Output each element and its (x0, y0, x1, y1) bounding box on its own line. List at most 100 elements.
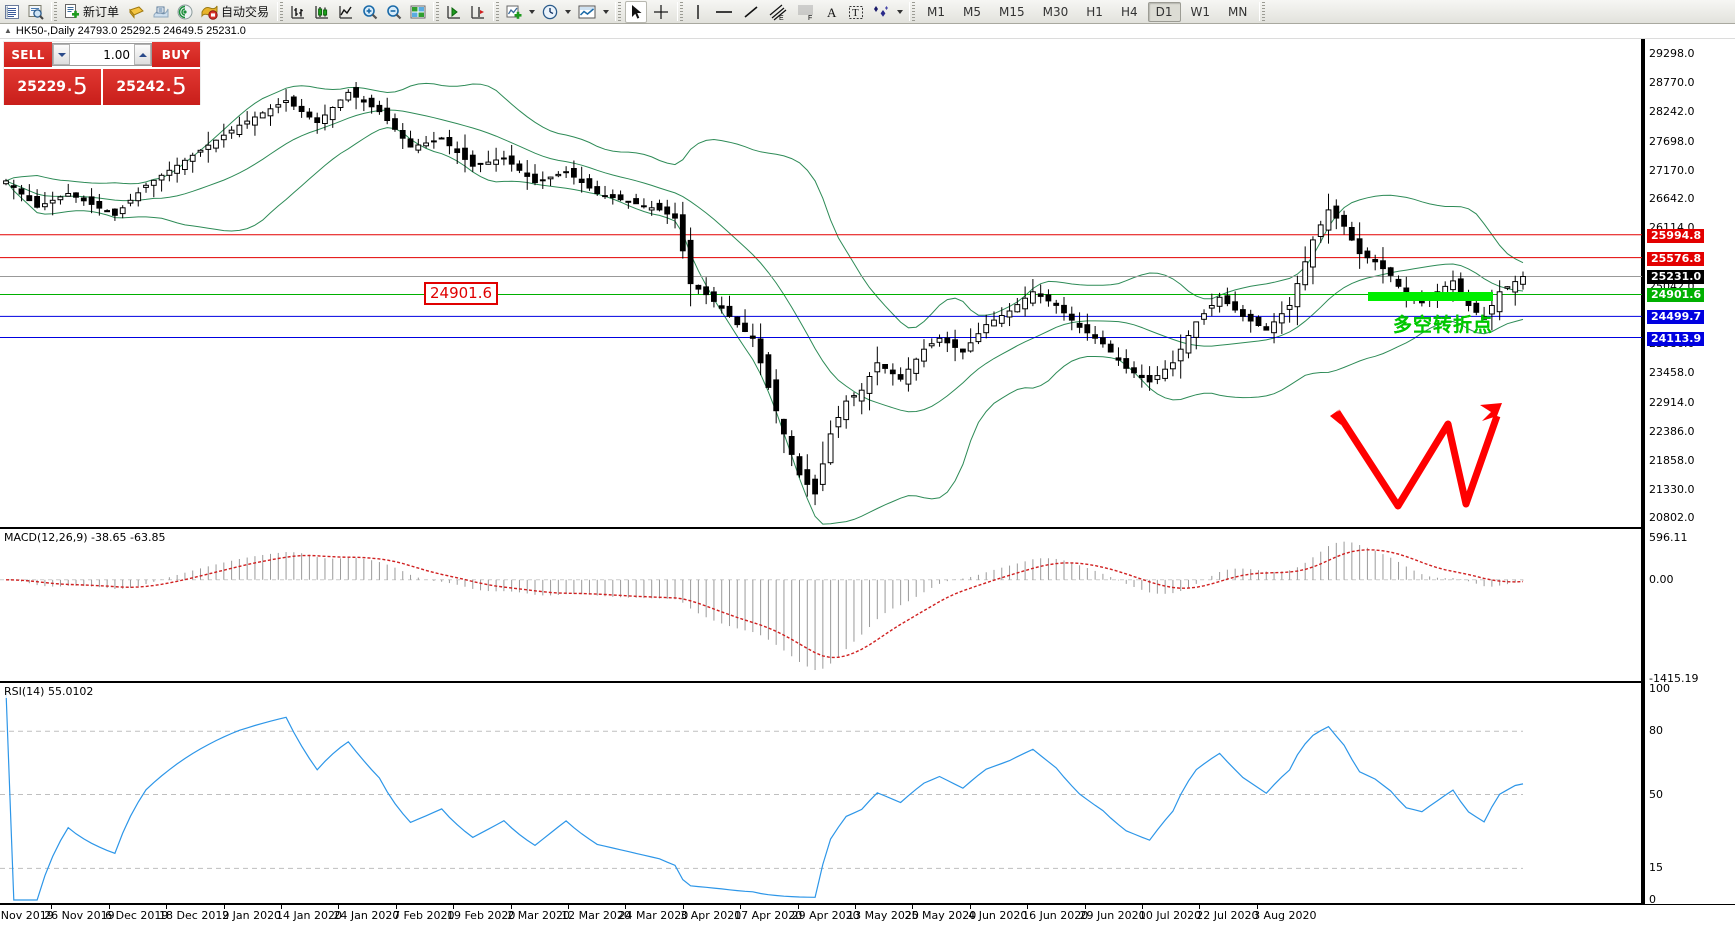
candle (283, 100, 289, 103)
zoom-out-icon[interactable] (383, 1, 405, 23)
last-price-tag[interactable]: 25231.0 (1647, 270, 1705, 285)
date-tick (1199, 905, 1201, 909)
new-order-button[interactable]: 新订单 (61, 1, 123, 23)
candle (1348, 227, 1355, 241)
crosshair-icon[interactable] (649, 1, 673, 23)
timeframe-button-m30[interactable]: M30 (1042, 4, 1069, 19)
chevron-down-icon[interactable] (603, 9, 610, 14)
sell-price-separator: . (67, 79, 73, 95)
timeframe-button-m15[interactable]: M15 (999, 4, 1025, 19)
chart-canvas-area[interactable]: 29298.0 28770.0 28242.0 27698.0 27170.0 26642… (0, 39, 1735, 925)
buy-label[interactable]: BUY (152, 42, 200, 67)
chevron-down-icon[interactable] (529, 9, 536, 14)
date-axis-label: 7 Feb 2020 (393, 909, 455, 922)
vertical-line-icon[interactable] (687, 1, 709, 23)
auto-scroll-icon[interactable] (443, 1, 465, 23)
mql5-community-icon[interactable] (174, 1, 196, 23)
resistance-2-tag[interactable]: 25576.8 (1647, 251, 1705, 266)
sell-button[interactable]: 25229 . 5 (4, 67, 103, 105)
candle (609, 194, 616, 199)
timeframe-button-w1[interactable]: W1 (1190, 4, 1211, 19)
forecast-zigzag-arrow[interactable] (1334, 410, 1501, 510)
candle (360, 99, 367, 103)
candle (711, 291, 717, 302)
candle (921, 348, 927, 362)
chinese-annotation-text[interactable]: 多空转折点 (1393, 314, 1494, 336)
date-axis-label: 4 Jun 2020 (968, 909, 1028, 922)
text-label-icon[interactable]: T (845, 1, 867, 23)
horizontal-line-icon[interactable] (711, 1, 737, 23)
chevron-down-icon[interactable] (897, 9, 904, 14)
indicators-icon[interactable] (503, 1, 525, 23)
candle (532, 173, 538, 184)
clock-icon[interactable] (539, 1, 561, 23)
timeframe-button-m1[interactable]: M1 (927, 4, 946, 19)
resistance-1-tag[interactable]: 25994.8 (1647, 228, 1705, 243)
date-axis-label: 2 Jan 2020 (222, 909, 282, 922)
candle (905, 368, 912, 385)
chevron-down-icon[interactable] (565, 9, 572, 14)
date-tick (166, 905, 168, 909)
volume-stepper[interactable]: 1.00 (52, 43, 152, 66)
pivot-tag[interactable]: 24901.6 (1647, 288, 1705, 303)
timeframe-button-mn[interactable]: MN (1228, 4, 1248, 19)
volume-increase-button[interactable] (134, 44, 151, 65)
chart-plot[interactable] (0, 39, 1643, 925)
strategy-tester-icon[interactable] (150, 1, 172, 23)
candle (112, 208, 118, 216)
bar-chart-icon[interactable] (287, 1, 309, 23)
market-watch-icon[interactable] (1, 1, 23, 23)
date-tick (51, 905, 53, 909)
fibonacci-retracement-icon[interactable]: F (793, 1, 819, 23)
shapes-icon[interactable] (869, 1, 893, 23)
volume-input[interactable]: 1.00 (103, 47, 130, 62)
text-icon[interactable]: A (821, 1, 843, 23)
buy-button[interactable]: 25242 . 5 (103, 67, 200, 105)
timeframe-button-h1[interactable]: H1 (1086, 4, 1103, 19)
autotrading-button[interactable]: 自动交易 (198, 1, 273, 23)
zoom-in-icon[interactable] (359, 1, 381, 23)
candle (1325, 209, 1332, 231)
candle (897, 374, 904, 380)
date-tick (682, 905, 684, 909)
svg-text:F: F (808, 15, 812, 21)
trendline-icon[interactable] (739, 1, 763, 23)
cursor-icon[interactable] (625, 0, 648, 23)
timeframe-button-m5[interactable]: M5 (963, 4, 982, 19)
candlestick-chart-icon[interactable] (311, 1, 333, 23)
equidistant-channel-icon[interactable]: E (765, 1, 791, 23)
chart-shift-icon[interactable] (467, 1, 489, 23)
line-chart-icon[interactable] (335, 1, 357, 23)
candle (1076, 322, 1083, 328)
candle (827, 433, 834, 464)
date-tick (338, 905, 340, 909)
sell-price-integer: 25229 (17, 79, 67, 95)
date-tick (797, 905, 799, 909)
timeframe-button-d1[interactable]: D1 (1147, 1, 1181, 22)
price-tick-label: 21858.0 (1641, 454, 1695, 467)
candle (267, 108, 274, 117)
macd-signal-line (5, 549, 1524, 659)
support-1-tag[interactable]: 24499.7 (1647, 310, 1705, 325)
collapse-icon[interactable]: ▲ (4, 26, 12, 35)
volume-decrease-button[interactable] (53, 44, 70, 65)
price-callout-label[interactable]: 24901.6 (424, 282, 499, 305)
forecast-arrow-tail (1330, 409, 1341, 425)
price-axis[interactable]: 29298.0 28770.0 28242.0 27698.0 27170.0 26642… (1640, 39, 1735, 925)
timeframe-button-h4[interactable]: H4 (1120, 4, 1138, 19)
candle (166, 169, 173, 176)
candle (858, 389, 865, 402)
sell-label[interactable]: SELL (4, 42, 52, 67)
candle (345, 91, 352, 101)
candle (1170, 362, 1176, 370)
macd-tick-label: 596.11 (1641, 531, 1688, 544)
template-icon[interactable] (575, 1, 599, 23)
support-2-tag[interactable]: 24113.9 (1647, 331, 1705, 346)
expert-advisors-icon[interactable] (125, 1, 148, 23)
candle (1006, 310, 1013, 318)
date-axis-label: 22 Jul 2020 (1196, 909, 1259, 922)
date-axis-label: 29 Apr 2020 (791, 909, 860, 922)
data-window-icon[interactable] (25, 1, 47, 23)
tile-windows-icon[interactable] (407, 1, 429, 23)
